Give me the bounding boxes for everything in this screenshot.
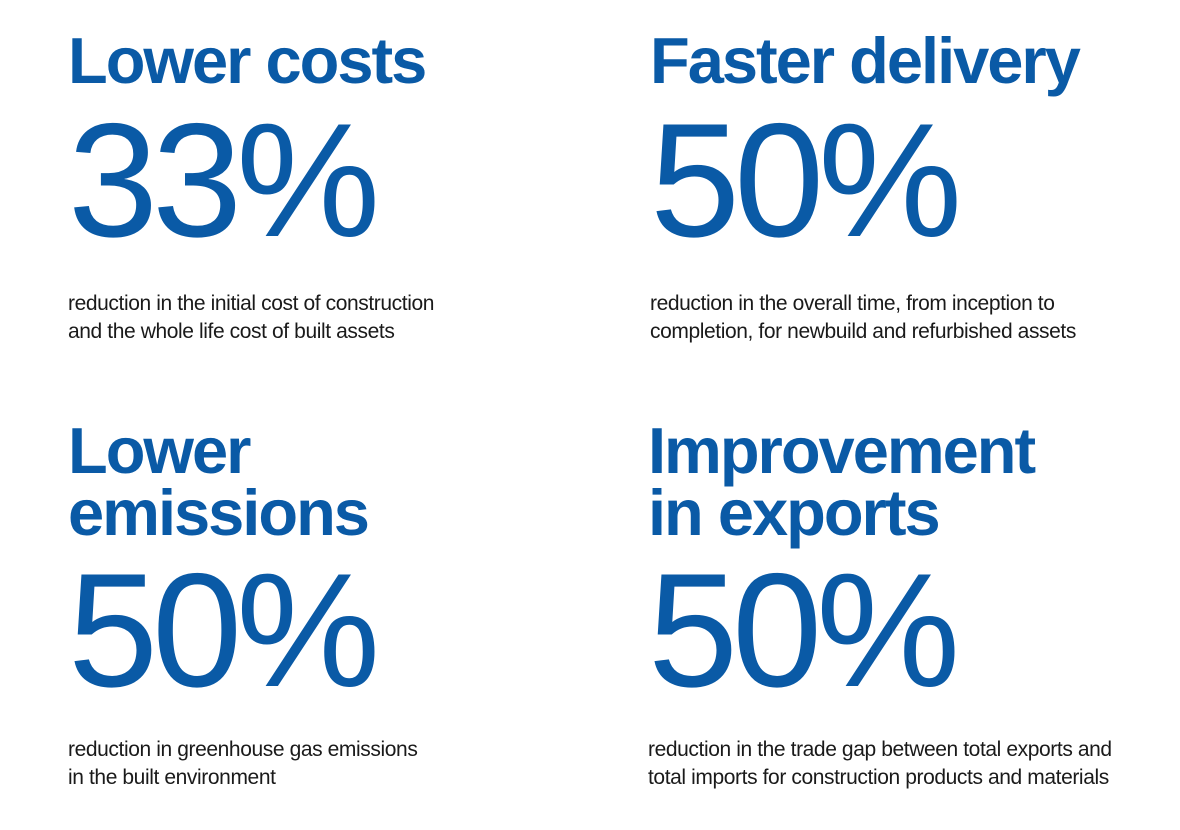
- description-line: total imports for construction products …: [648, 766, 1109, 789]
- description-improvement-exports: reduction in the trade gap between total…: [648, 736, 1180, 792]
- headline-line: emissions: [68, 476, 370, 549]
- headline-lower-emissions: Lower emissions: [68, 418, 608, 545]
- stat-panel-faster-delivery: Faster delivery 50% reduction in the ove…: [650, 28, 1180, 346]
- stat-panel-improvement-exports: Improvement in exports 50% reduction in …: [648, 418, 1180, 792]
- headline-text: Faster delivery: [650, 24, 1081, 97]
- description-faster-delivery: reduction in the overall time, from ince…: [650, 290, 1180, 346]
- stat-panel-lower-emissions: Lower emissions 50% reduction in greenho…: [68, 418, 608, 792]
- description-line: reduction in greenhouse gas emissions: [68, 738, 418, 761]
- headline-line: Lower: [68, 414, 251, 487]
- stat-value-improvement-exports: 50%: [648, 540, 960, 721]
- description-line: completion, for newbuild and refurbished…: [650, 320, 1076, 343]
- headline-line: Improvement: [648, 414, 1036, 487]
- description-lower-costs: reduction in the initial cost of constru…: [68, 290, 608, 346]
- headline-faster-delivery: Faster delivery: [650, 28, 1180, 93]
- description-lower-emissions: reduction in greenhouse gas emissions in…: [68, 736, 608, 792]
- headline-lower-costs: Lower costs: [68, 28, 608, 93]
- description-line: in the built environment: [68, 766, 276, 789]
- headline-improvement-exports: Improvement in exports: [648, 418, 1180, 545]
- headline-text: Lower costs: [68, 24, 427, 97]
- description-line: reduction in the overall time, from ince…: [650, 292, 1055, 315]
- stat-value-lower-emissions: 50%: [68, 540, 380, 721]
- stat-value-lower-costs: 33%: [68, 90, 380, 271]
- headline-line: in exports: [648, 476, 941, 549]
- description-line: reduction in the initial cost of constru…: [68, 292, 435, 315]
- stat-value-faster-delivery: 50%: [650, 90, 962, 271]
- description-line: reduction in the trade gap between total…: [648, 738, 1112, 761]
- description-line: and the whole life cost of built assets: [68, 320, 395, 343]
- stat-panel-lower-costs: Lower costs 33% reduction in the initial…: [68, 28, 608, 346]
